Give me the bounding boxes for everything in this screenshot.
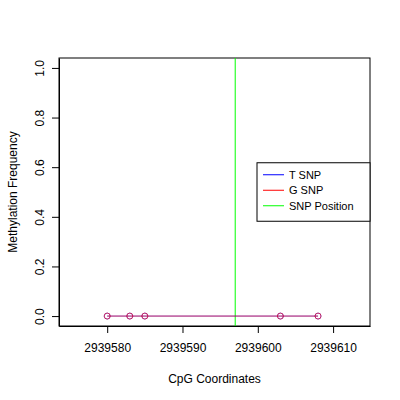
- y-tick-label: 0.6: [33, 159, 47, 176]
- y-tick-label: 1.0: [33, 60, 47, 77]
- chart: 2939580 2939590 2939600 2939610 0.0 0.2 0.4 0.6…: [0, 0, 400, 400]
- legend-label: SNP Position: [289, 200, 354, 212]
- y-tick: 0.8: [33, 109, 59, 126]
- x-axis: 2939580 2939590 2939600 2939610: [60, 326, 371, 355]
- y-tick: 1.0: [33, 60, 59, 77]
- legend: T SNP G SNP SNP Position: [257, 163, 370, 222]
- y-tick-label: 0.0: [33, 308, 47, 325]
- snp-position-line: [235, 58, 236, 326]
- y-tick-mark: [52, 118, 59, 119]
- series-point: [104, 313, 110, 319]
- x-tick: 2939610: [310, 326, 357, 355]
- series-point: [315, 313, 321, 319]
- legend-box: [257, 163, 370, 222]
- x-tick-mark: [182, 326, 183, 333]
- x-tick: 2939600: [235, 326, 282, 355]
- plot-frame: [59, 58, 370, 326]
- y-tick: 0.6: [33, 159, 59, 176]
- series-point: [142, 313, 148, 319]
- x-tick: 2939580: [84, 326, 131, 355]
- y-tick-mark: [52, 68, 59, 69]
- legend-swatch: [263, 205, 284, 206]
- legend-swatch: [263, 174, 284, 175]
- y-tick-label: 0.2: [33, 258, 47, 275]
- x-tick-label: 2939610: [310, 341, 357, 355]
- x-tick-label: 2939590: [160, 341, 207, 355]
- y-tick: 0.4: [33, 209, 59, 226]
- x-tick: 2939590: [160, 326, 207, 355]
- y-axis-line: [59, 59, 60, 327]
- x-tick-mark: [258, 326, 259, 333]
- y-tick: 0.2: [33, 258, 59, 275]
- series-line: [107, 316, 318, 317]
- y-tick: 0.0: [33, 308, 59, 325]
- x-tick-label: 2939580: [84, 341, 131, 355]
- legend-label: T SNP: [289, 169, 321, 181]
- y-tick-mark: [52, 217, 59, 218]
- y-tick-mark: [52, 266, 59, 267]
- x-axis-line: [60, 326, 371, 327]
- y-tick-mark: [52, 167, 59, 168]
- x-tick-mark: [107, 326, 108, 333]
- x-tick-mark: [333, 326, 334, 333]
- y-tick-label: 0.8: [33, 109, 47, 126]
- y-axis-title: Methylation Frequency: [6, 131, 20, 252]
- y-tick-label: 0.4: [33, 209, 47, 226]
- legend-label: G SNP: [289, 184, 323, 196]
- x-tick-label: 2939600: [235, 341, 282, 355]
- legend-swatch: [263, 190, 284, 191]
- series-point: [127, 313, 133, 319]
- y-tick-mark: [52, 316, 59, 317]
- y-axis: 0.0 0.2 0.4 0.6 0.8 1.0: [33, 59, 60, 327]
- series-line: [107, 316, 318, 317]
- series-point: [277, 313, 283, 319]
- x-axis-title: CpG Coordinates: [168, 372, 261, 386]
